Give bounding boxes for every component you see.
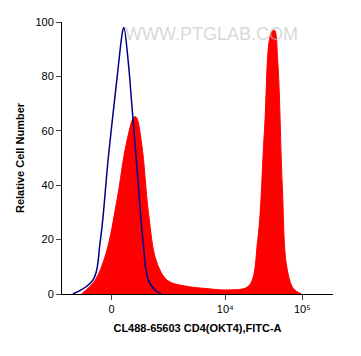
svg-text:20: 20 [42, 233, 54, 245]
svg-text:60: 60 [42, 125, 54, 137]
svg-text:100: 100 [35, 16, 53, 28]
svg-text:CL488-65603 CD4(OKT4),FITC-A: CL488-65603 CD4(OKT4),FITC-A [113, 322, 281, 334]
svg-text:Relative Cell Number: Relative Cell Number [14, 102, 26, 213]
svg-text:0: 0 [48, 288, 54, 300]
svg-text:40: 40 [42, 179, 54, 191]
svg-text:0: 0 [109, 303, 115, 315]
svg-text:10⁴: 10⁴ [217, 303, 234, 315]
svg-text:80: 80 [42, 70, 54, 82]
svg-text:10⁵: 10⁵ [294, 303, 311, 315]
svg-text:WWW.PTGLAB.COM: WWW.PTGLAB.COM [125, 24, 298, 44]
